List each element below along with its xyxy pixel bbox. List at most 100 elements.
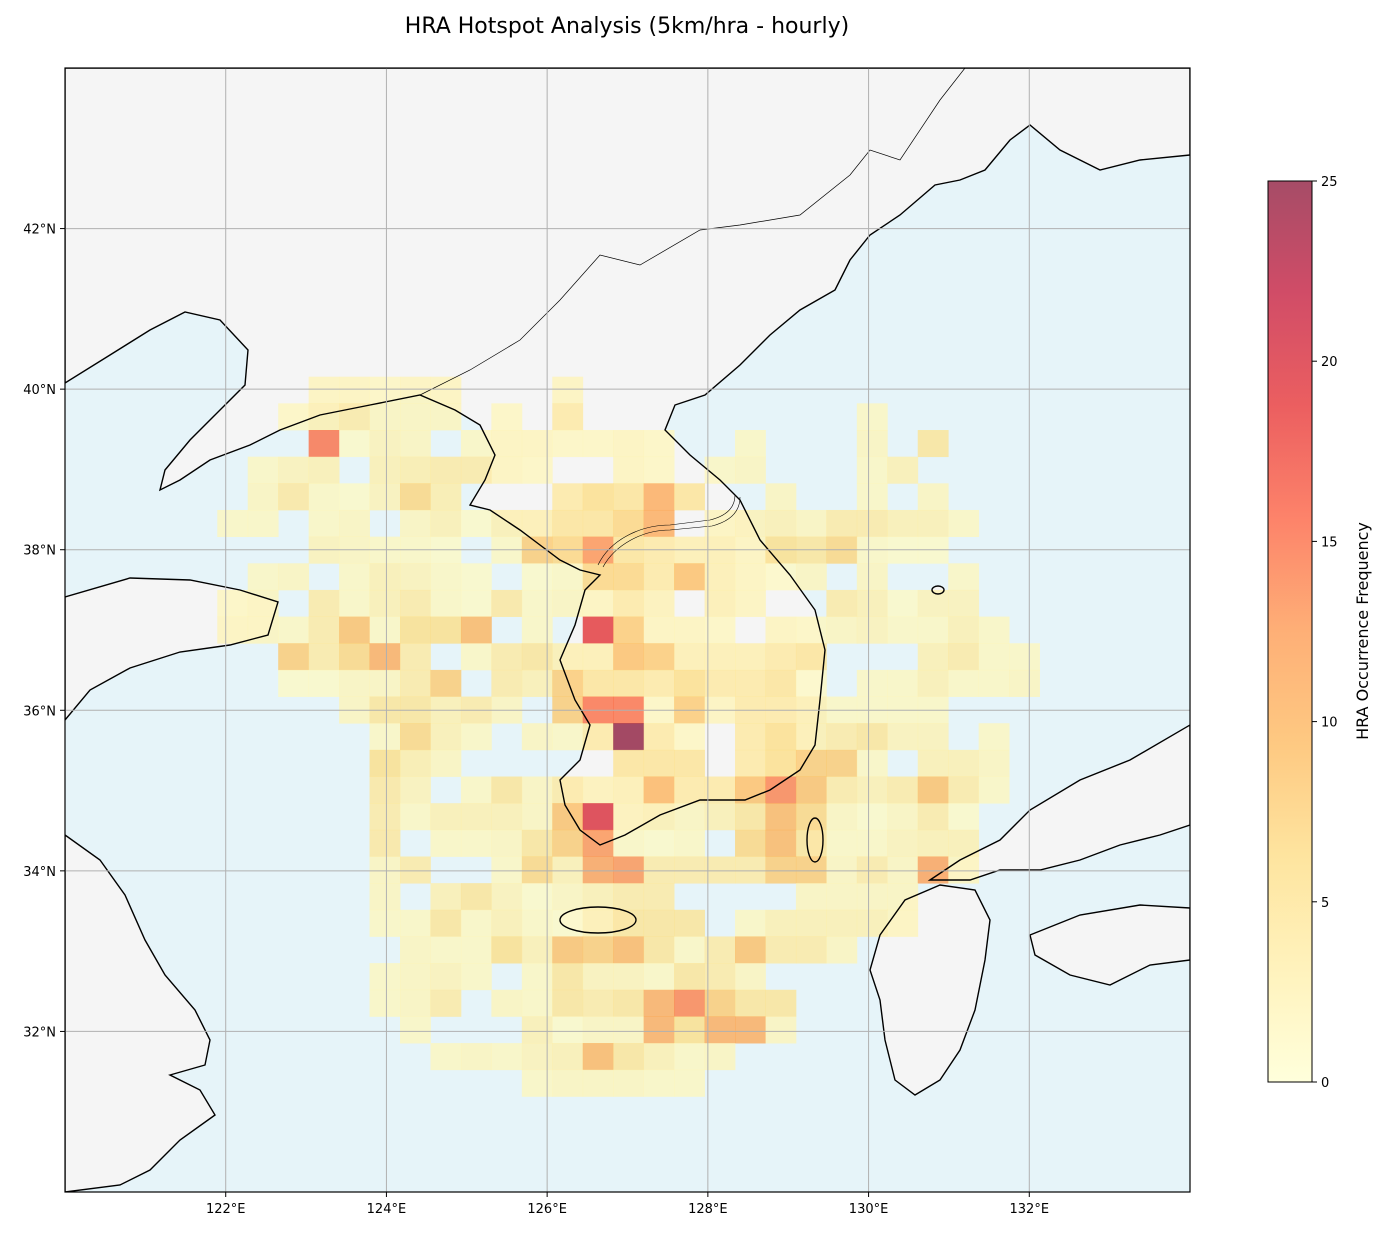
heatmap-cell [400, 936, 431, 964]
heatmap-cell [369, 723, 401, 751]
heatmap-cell [674, 1043, 705, 1071]
heatmap-cell [856, 483, 888, 511]
heatmap-cell [917, 776, 949, 804]
heatmap-cell [308, 483, 340, 511]
heatmap-cell [917, 749, 949, 777]
heatmap-cell [582, 989, 614, 1017]
heatmap-cell [643, 589, 675, 617]
coastline [1029, 904, 1190, 986]
heatmap-cell [278, 563, 310, 591]
heatmap-cell [521, 643, 553, 671]
heatmap-cell [613, 616, 645, 644]
heatmap-cell [856, 909, 888, 937]
heatmap-cell [674, 989, 705, 1017]
coastline [806, 817, 824, 863]
heatmap-cell [674, 563, 705, 591]
heatmap-cell [552, 883, 584, 911]
heatmap-cell [887, 589, 919, 617]
heatmap-cell [704, 963, 736, 991]
heatmap-cell [613, 1043, 645, 1071]
heatmap-cell [308, 643, 340, 671]
heatmap-cell [552, 1043, 584, 1071]
heatmap-cell [460, 909, 492, 937]
y-tick-label: 40°N [23, 383, 56, 398]
heatmap-cell [795, 936, 827, 964]
heatmap-cell [430, 589, 462, 617]
heatmap-cell [552, 669, 584, 697]
heatmap-cell [978, 749, 1010, 777]
heatmap-cell [826, 909, 858, 937]
heatmap-cell [704, 616, 736, 644]
heatmap-cell [491, 909, 523, 937]
heatmap-cell [430, 963, 462, 991]
coastline [931, 585, 945, 595]
heatmap-cell [887, 456, 919, 484]
heatmap-cell [948, 776, 980, 804]
heatmap-cell [339, 669, 370, 697]
heatmap-cell [613, 483, 645, 511]
heatmap-cell [765, 749, 797, 777]
heatmap-cell [826, 749, 858, 777]
heatmap-cell [856, 749, 888, 777]
heatmap-cell [400, 669, 431, 697]
heatmap-cell [278, 616, 310, 644]
gridlines [65, 68, 1190, 1192]
map-area [65, 68, 1190, 1192]
heatmap-cell [643, 829, 675, 857]
heatmap-cell [552, 856, 584, 884]
heatmap-cell [856, 509, 888, 538]
x-tick-label: 126°E [527, 1202, 567, 1217]
heatmap-cell [674, 723, 705, 751]
heatmap-cell [521, 1069, 553, 1097]
heatmap-cell [613, 749, 645, 777]
heatmap-cell [704, 589, 736, 617]
colorbar-tick-label: 20 [1321, 355, 1338, 370]
heatmap-cell [674, 856, 705, 884]
heatmap-cell [552, 723, 584, 751]
heatmap-cell [460, 563, 492, 591]
heatmap-cell [400, 456, 431, 484]
heatmap-cell [369, 616, 401, 644]
heatmap-cell [735, 589, 766, 617]
heatmap-cell [917, 483, 949, 511]
heatmap-cell [795, 776, 827, 804]
heatmap-cell [735, 829, 766, 857]
heatmap-cell [339, 483, 370, 511]
heatmap-cell [917, 430, 949, 458]
heatmap-cell [795, 909, 827, 937]
heatmap-cell [339, 589, 370, 617]
heatmap-cell [460, 776, 492, 804]
heatmap-cell [369, 669, 401, 697]
heatmap-cell [765, 989, 797, 1017]
heatmap-cell [521, 589, 553, 617]
heatmap-cell [400, 616, 431, 644]
heatmap-cell [613, 856, 645, 884]
heatmap-cell [643, 643, 675, 671]
colorbar-ticks: 0 5 10 15 20 25 [1312, 175, 1338, 1091]
heatmap-cell [613, 776, 645, 804]
heatmap-cell [521, 1016, 553, 1044]
heatmap-cell [430, 989, 462, 1017]
heatmap-cell [582, 430, 614, 458]
heatmap-cell [582, 963, 614, 991]
coastline [65, 834, 216, 1192]
heatmap-cell [369, 856, 401, 884]
heatmap-cell [460, 1043, 492, 1071]
heatmap-cell [643, 1016, 675, 1044]
heatmap-cell [704, 776, 736, 804]
heatmap-cell [369, 909, 401, 937]
heatmap-cell [430, 483, 462, 511]
heatmap-cell [430, 883, 462, 911]
heatmap-cell [674, 909, 705, 937]
heatmap-cell [674, 749, 705, 777]
heatmap-cell [765, 909, 797, 937]
heatmap-cell [917, 803, 949, 831]
heatmap-cell [826, 936, 858, 964]
x-axis-ticks: 122°E 124°E 126°E 128°E 130°E 132°E [206, 1192, 1049, 1217]
heatmap-cell [735, 963, 766, 991]
heatmap-cell [552, 376, 584, 404]
heatmap-cell [400, 803, 431, 831]
heatmap-cell [491, 989, 523, 1017]
heatmap-cell [582, 856, 614, 884]
heatmap-cell [491, 936, 523, 964]
